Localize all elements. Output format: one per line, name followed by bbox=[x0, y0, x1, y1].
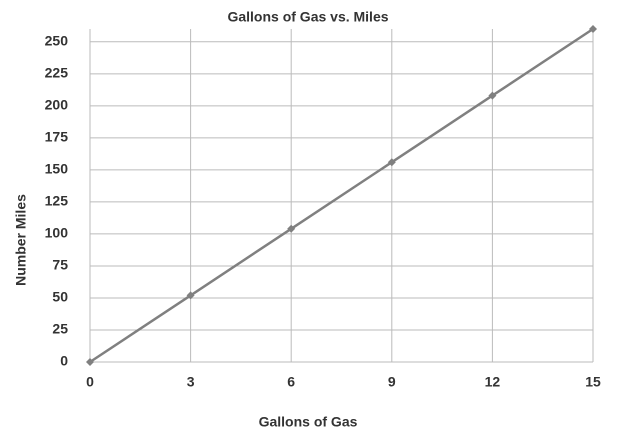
y-tick-label: 225 bbox=[45, 65, 69, 81]
line bbox=[89, 27, 594, 364]
y-tick-label: 25 bbox=[52, 321, 68, 337]
point bbox=[287, 224, 296, 233]
y-tick-label: 100 bbox=[45, 225, 69, 241]
y-tick-label: 0 bbox=[60, 353, 68, 369]
point bbox=[186, 291, 195, 300]
y-tick-label: 250 bbox=[45, 33, 69, 49]
y-tick-label: 125 bbox=[45, 193, 69, 209]
point bbox=[387, 158, 396, 167]
x-tick-label: 3 bbox=[187, 374, 195, 390]
y-tick-label: 75 bbox=[52, 257, 68, 273]
x-tick-label: 9 bbox=[388, 374, 396, 390]
x-tick-label: 15 bbox=[585, 374, 601, 390]
x-tick-label: 0 bbox=[86, 374, 94, 390]
point bbox=[86, 358, 94, 366]
y-tick-label: 200 bbox=[45, 97, 69, 113]
y-tick-label: 175 bbox=[45, 129, 69, 145]
point bbox=[589, 25, 597, 33]
x-tick-label: 6 bbox=[287, 374, 295, 390]
x-axis-label: Gallons of Gas bbox=[259, 414, 358, 430]
x-tick-label: 12 bbox=[485, 374, 501, 390]
chart-title: Gallons of Gas vs. Miles bbox=[227, 9, 388, 25]
y-axis-label: Number Miles bbox=[13, 194, 29, 286]
y-tick-label: 50 bbox=[52, 289, 68, 305]
y-tick-label: 150 bbox=[45, 161, 69, 177]
point bbox=[488, 91, 497, 100]
